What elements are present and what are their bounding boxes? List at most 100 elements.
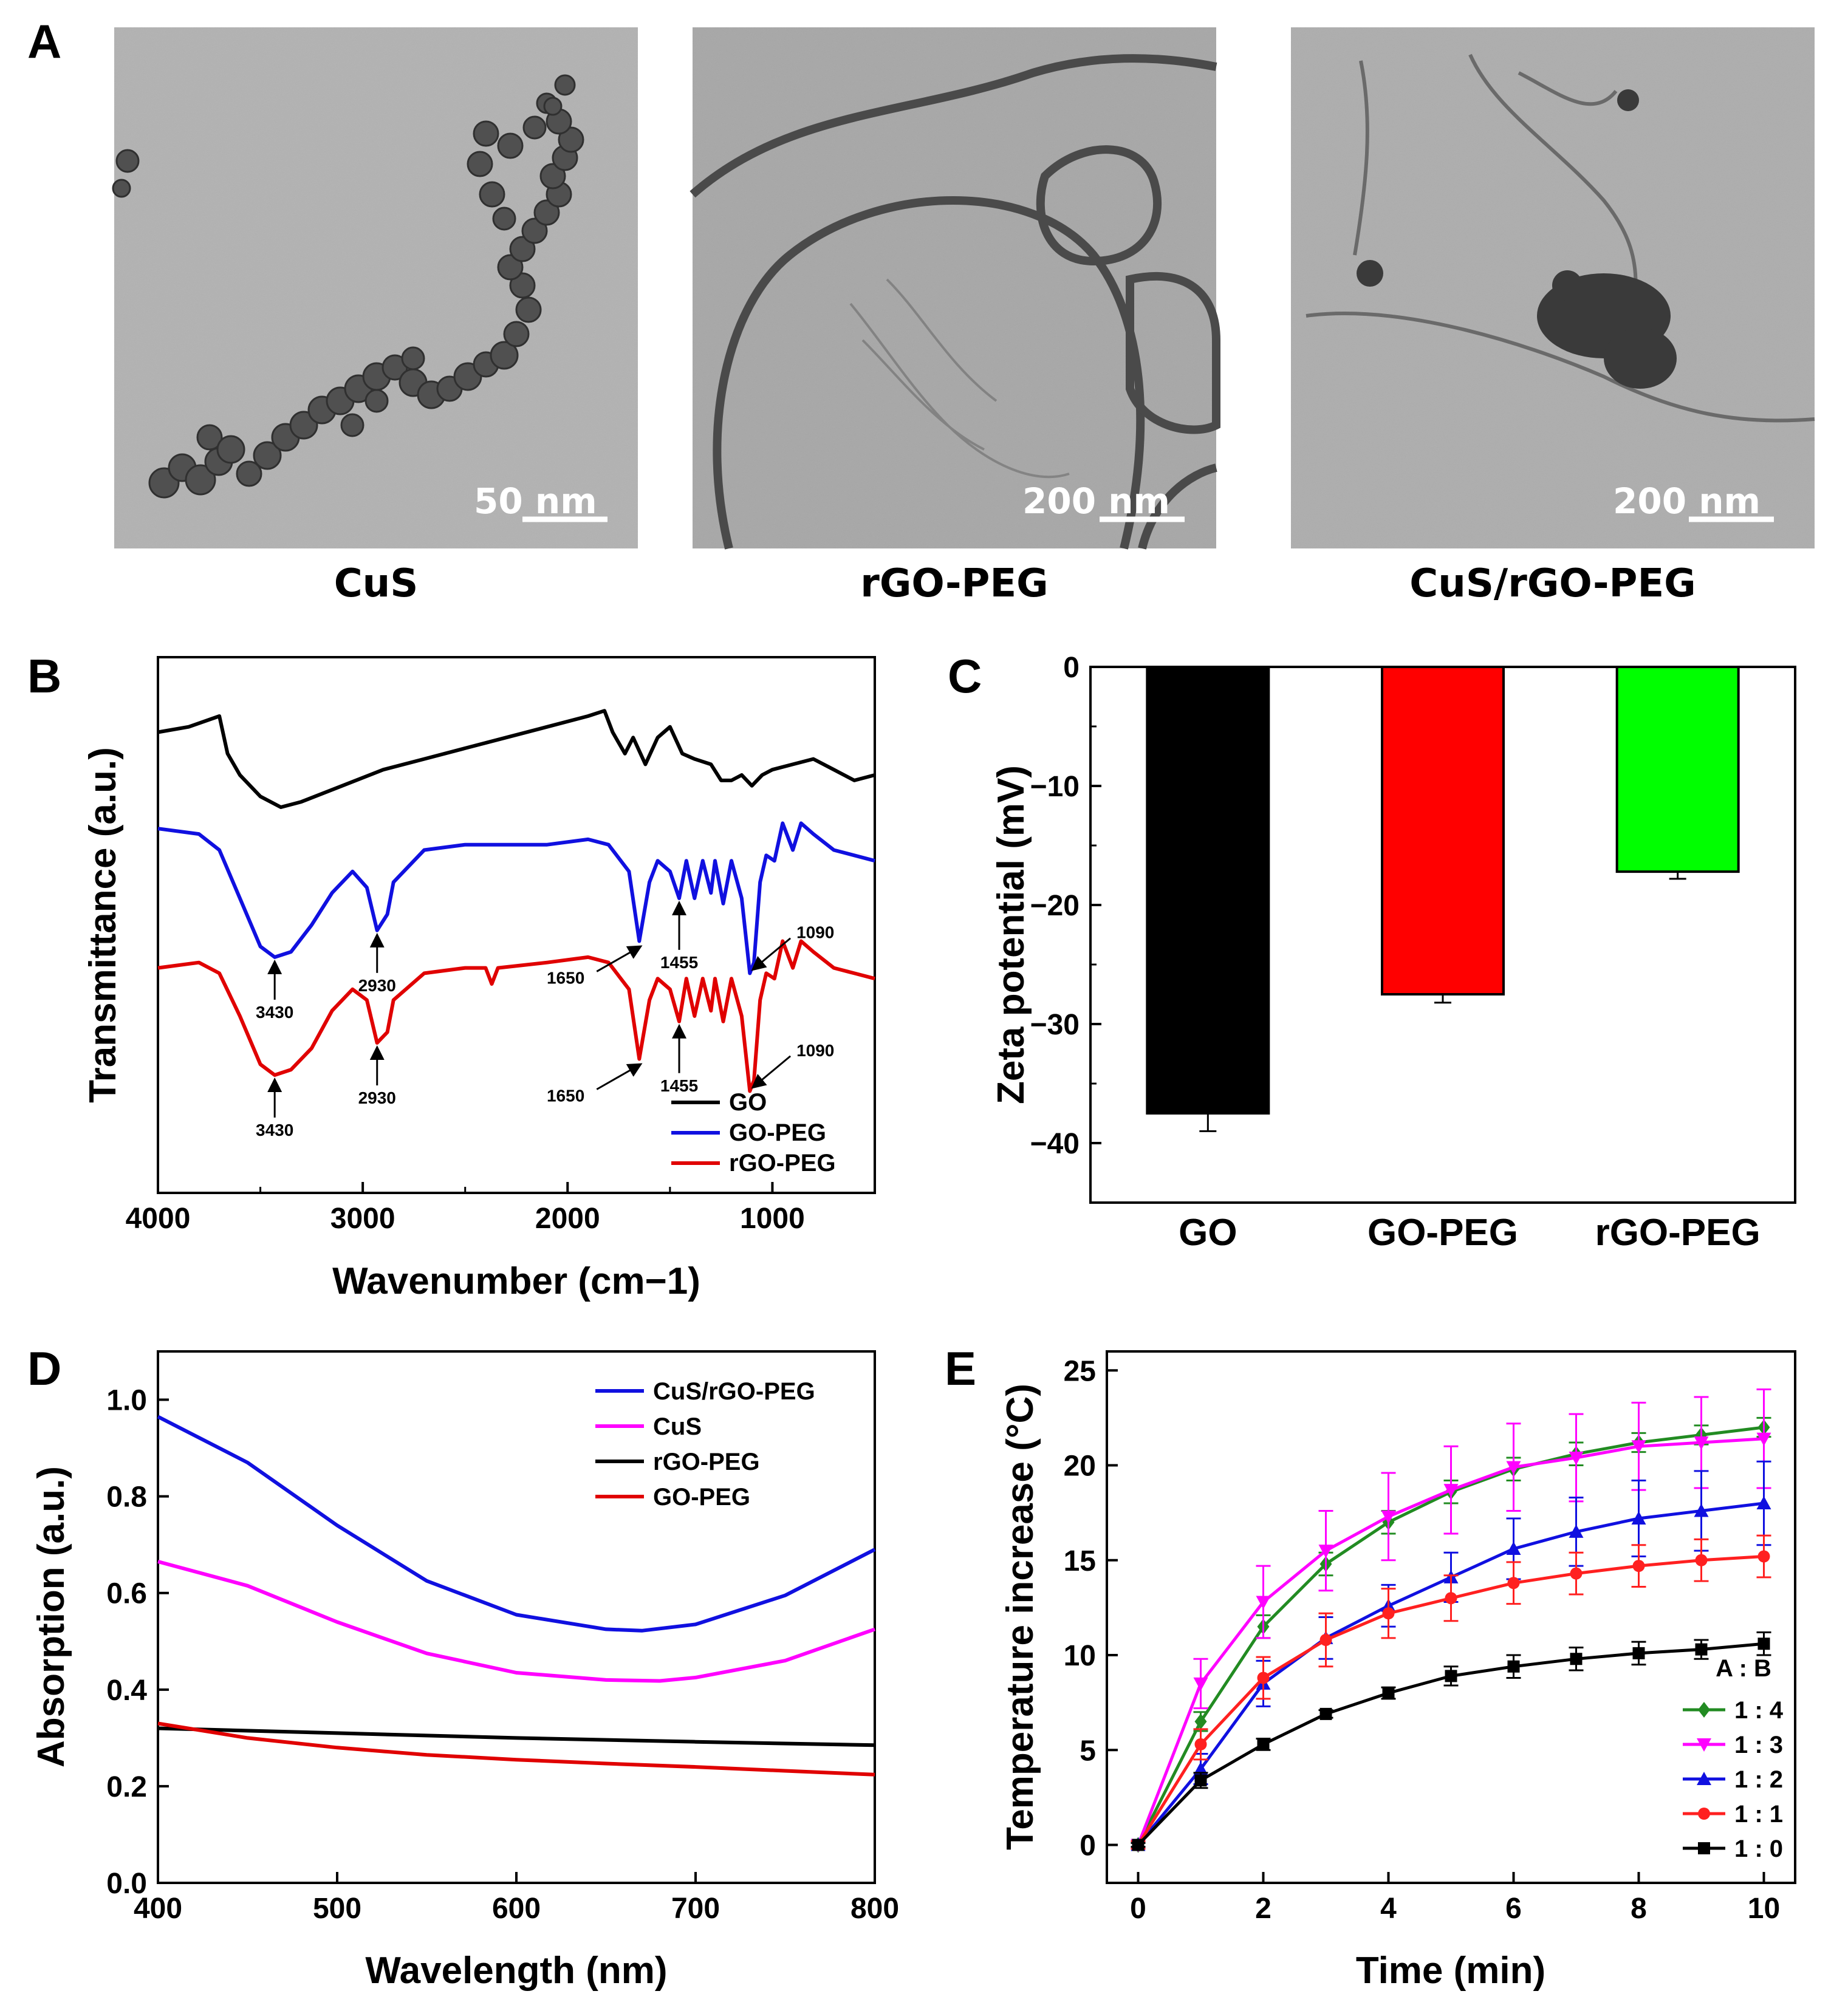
y-tick-label: 1.0 <box>106 1385 147 1417</box>
legend-label: GO-PEG <box>729 1119 826 1146</box>
legend: CuS/rGO-PEG CuS rGO-PEG GO-PEG <box>595 1378 815 1511</box>
chart-d-absorption: 400 500 600 700 800 0.0 0.2 0.4 0.6 0.8 1.0 CuS/rG… <box>30 1350 899 1992</box>
data-point <box>1256 1596 1271 1610</box>
data-point <box>1319 1634 1332 1646</box>
annotation-label: 1455 <box>660 1076 698 1095</box>
data-point <box>1507 1660 1520 1673</box>
legend: GO GO-PEG rGO-PEG <box>671 1089 836 1176</box>
bars <box>1146 666 1740 1132</box>
data-point <box>1381 1510 1396 1524</box>
annotation-arrow <box>751 937 792 971</box>
axes: 0 2 4 6 8 10 0 5 10 15 20 25 <box>1064 1355 1781 1925</box>
x-tick-label: 6 <box>1505 1893 1522 1925</box>
chart-c-zeta: GO GO-PEG rGO-PEG 0 −10 −20 −30 −40 Zeta potent… <box>990 652 1796 1254</box>
y-tick-label: 0.2 <box>106 1771 147 1803</box>
data-point <box>1257 1738 1270 1750</box>
panel-label-d: D <box>27 1342 61 1395</box>
x-tick-label: 600 <box>492 1893 541 1925</box>
chart-e-temperature: 0 2 4 6 8 10 0 5 10 15 20 25 A : B 1 : 4 1 : 3 1 : 2 1 … <box>999 1350 1796 1992</box>
data-point <box>1506 1542 1521 1555</box>
tem-image-cus: 50 nm <box>112 27 638 548</box>
data-point <box>1507 1577 1520 1590</box>
x-tick-label: 800 <box>850 1893 899 1925</box>
data-point <box>1757 1637 1770 1650</box>
data-point <box>1194 1713 1207 1730</box>
tem-caption-cus: CuS <box>334 561 419 606</box>
x-tick-label: 400 <box>134 1893 182 1925</box>
data-point <box>1631 1511 1646 1525</box>
data-point <box>1632 1560 1645 1573</box>
data-point <box>1506 1461 1521 1475</box>
x-category-label: rGO-PEG <box>1595 1212 1761 1254</box>
y-axis-title: Absorption (a.u.) <box>30 1466 72 1767</box>
series-line-rgo-peg <box>157 1726 875 1747</box>
tem-image-cus-rgo-peg: 200 nm <box>1291 27 1815 548</box>
axes: 400 500 600 700 800 0.0 0.2 0.4 0.6 0.8 1.0 <box>106 1385 899 1925</box>
data-point <box>1445 1592 1457 1605</box>
data-point <box>1756 1432 1771 1446</box>
y-tick-label: 0 <box>1080 1830 1096 1862</box>
x-tick-label: 500 <box>313 1893 361 1925</box>
legend-label: 1 : 3 <box>1734 1732 1783 1758</box>
x-tick-label: 1000 <box>740 1203 805 1235</box>
x-axis-title: Wavenumber (cm−1) <box>332 1260 700 1302</box>
legend-label: CuS <box>653 1413 702 1440</box>
data-point <box>1570 1567 1583 1580</box>
y-tick-label: 15 <box>1064 1545 1096 1577</box>
legend-label: CuS/rGO-PEG <box>653 1378 815 1405</box>
data-point <box>1698 1702 1710 1718</box>
bar-go-peg <box>1381 666 1505 995</box>
x-category-label: GO <box>1179 1212 1237 1254</box>
x-tick-label: 8 <box>1631 1893 1647 1925</box>
data-point <box>1193 1761 1208 1775</box>
series-1:1 <box>1131 1534 1771 1851</box>
series-lines <box>1131 1388 1771 1853</box>
y-tick-label: 5 <box>1080 1735 1096 1767</box>
plot-frame <box>1106 1350 1796 1884</box>
annotation-label: 2930 <box>358 976 396 995</box>
y-tick-label: −40 <box>1030 1128 1080 1160</box>
data-point <box>1382 1607 1395 1620</box>
tem-image-rgo-peg: 200 nm <box>690 27 1220 550</box>
x-tick-label: 700 <box>671 1893 720 1925</box>
annotation-label: 1650 <box>547 968 584 987</box>
data-point <box>1132 1839 1145 1851</box>
panel-label-c: C <box>948 649 982 703</box>
data-point <box>1194 1738 1207 1750</box>
x-tick-label: 4000 <box>126 1203 191 1235</box>
annotation-arrow <box>596 1063 643 1090</box>
data-point <box>1756 1496 1771 1509</box>
tem-caption-rgo-peg: rGO-PEG <box>860 561 1048 606</box>
axes: GO GO-PEG rGO-PEG 0 −10 −20 −30 −40 <box>1030 652 1761 1254</box>
plot-frame <box>157 656 876 1194</box>
data-point <box>1697 1738 1711 1752</box>
annotation-label: 2930 <box>358 1088 396 1107</box>
data-point <box>1319 1707 1332 1720</box>
scale-bar-label: 200 nm <box>1022 480 1170 522</box>
y-tick-label: 0.6 <box>106 1578 147 1610</box>
annotation-label: 1090 <box>796 923 834 942</box>
legend-label: rGO-PEG <box>729 1150 836 1176</box>
data-point <box>1445 1670 1457 1682</box>
legend-header: A : B <box>1716 1655 1771 1682</box>
y-tick-label: 0 <box>1063 652 1080 684</box>
y-tick-label: 0.4 <box>106 1675 147 1707</box>
y-tick-label: −30 <box>1030 1009 1080 1041</box>
data-point <box>1570 1653 1583 1665</box>
series-lines <box>157 709 875 1093</box>
scale-bar-label: 50 nm <box>474 480 597 522</box>
data-point <box>1318 1545 1333 1559</box>
data-point <box>1631 1440 1646 1454</box>
panel-label-b: B <box>27 649 61 703</box>
x-tick-label: 0 <box>1130 1893 1146 1925</box>
annotation-label: 3430 <box>256 1003 293 1022</box>
data-point <box>1695 1554 1708 1566</box>
data-point <box>1698 1808 1710 1820</box>
legend: A : B 1 : 4 1 : 3 1 : 2 1 : 1 1 : 0 <box>1683 1655 1784 1862</box>
peak-annotations: 3430 2930 1650 1455 1090 3430 2930 1650 1455 1090 <box>256 900 834 1139</box>
plot-frame <box>157 1350 876 1884</box>
panel-label-e: E <box>945 1342 976 1395</box>
legend-label: 1 : 4 <box>1734 1697 1784 1724</box>
y-tick-label: 0.0 <box>106 1868 147 1900</box>
